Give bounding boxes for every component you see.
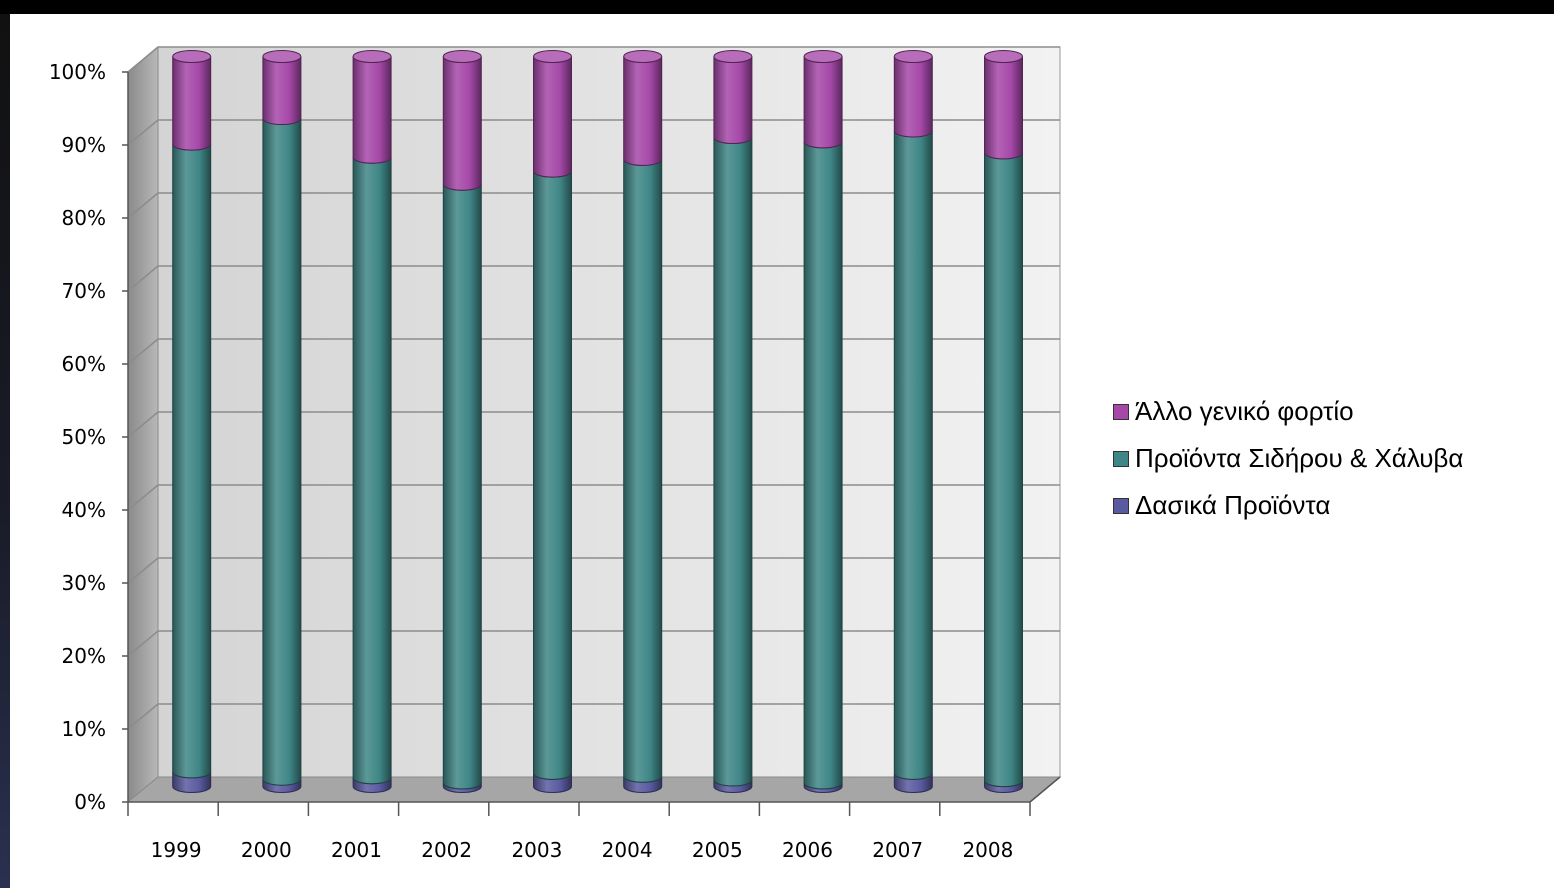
x-tick-label: 2004 [602,838,653,862]
legend-label: Δασικά Προϊόντα [1135,490,1331,520]
bar-segment-other-2008 [984,56,1023,160]
bars [172,50,1023,793]
bar-segment-iron-steel-2002 [442,184,482,790]
x-axis-end [1029,776,1061,803]
bar-segment-iron-steel-2000 [262,118,302,786]
x-tick-label: 2003 [511,838,562,862]
x-tick-label: 1999 [151,838,202,862]
y-tick-label: 40% [62,498,106,522]
bar-segment-other-2003 [533,56,572,178]
bar-stack-2002 [442,50,482,793]
y-tick-label: 60% [62,352,106,376]
bar-segment-other-2004 [623,56,663,166]
bar-segment-iron-steel-2007 [893,130,933,780]
bar-stack-2005 [713,50,753,793]
legend-swatch [1113,403,1129,420]
bar-segment-iron-steel-2005 [713,137,753,787]
x-tick-label: 2002 [421,838,472,862]
x-axis-tick-labels: 1999 2000 2001 2002 2003 2004 2005 2006 2007 2008 [151,838,1014,862]
legend-label: Άλλο γενικό φορτίο [1135,396,1354,426]
bar-segment-other-2002 [442,56,482,191]
bar-segment-other-2000 [262,56,302,126]
gridline-side [127,630,159,657]
gridline-side [127,703,159,730]
y-axis-tick-labels: 0% 10% 20% 30% 40% 50% 60% 70% 80% 90% 100% [49,60,106,814]
bar-top-cap [623,50,663,63]
legend-swatch [1113,450,1129,467]
bar-stack-2003 [533,50,572,793]
bar-segment-iron-steel-1999 [172,143,212,779]
bar-top-cap [352,50,392,63]
y-tick-label: 10% [62,717,106,741]
bar-stack-2000 [262,50,302,793]
gridline-side [127,46,159,73]
x-tick-label: 2006 [782,838,833,862]
bar-segment-other-2005 [713,56,753,145]
axes [122,71,1061,816]
y-tick-label: 90% [62,133,106,157]
bar-stack-2001 [352,50,392,793]
legend-label: Προϊόντα Σιδήρου & Χάλυβα [1135,443,1464,473]
gridline-side [127,411,159,438]
y-tick-label: 0% [74,790,106,814]
bar-top-cap [713,50,753,63]
bar-segment-iron-steel-2008 [984,152,1023,788]
bar-segment-other-1999 [172,56,212,151]
bar-stack-2007 [893,50,933,793]
x-tick-label: 2000 [241,838,292,862]
bar-segment-other-2007 [893,56,933,138]
gridline-side [127,192,159,219]
y-tick-label: 70% [62,279,106,303]
bar-top-cap [803,50,843,63]
bar-top-cap [262,50,302,63]
bar-stack-2004 [623,50,663,793]
x-tick-label: 2001 [331,838,382,862]
bar-segment-iron-steel-2004 [623,159,663,783]
bar-segment-other-2006 [803,56,843,149]
bar-top-cap [984,50,1023,63]
bar-stack-2006 [803,50,843,793]
gridline-side [127,265,159,292]
gridline-side [127,484,159,511]
legend: Άλλο γενικό φορτίο Προϊόντα Σιδήρου & Χά… [1113,388,1463,529]
x-tick-label: 2008 [962,838,1013,862]
bar-segment-iron-steel-2006 [803,141,843,790]
bar-stack-2008 [984,50,1023,793]
bar-segment-iron-steel-2003 [533,170,572,780]
bar-top-cap [172,50,212,63]
legend-item-other-cargo: Άλλο γενικό φορτίο [1113,388,1463,435]
left-edge-strip [0,14,10,888]
gridline-side [127,119,159,146]
bar-segment-other-2001 [352,56,392,164]
x-tick-label: 2007 [872,838,923,862]
bar-top-cap [442,50,482,63]
legend-swatch [1113,497,1129,514]
bar-top-cap [893,50,933,63]
y-tick-label: 30% [62,571,106,595]
legend-item-iron-steel: Προϊόντα Σιδήρου & Χάλυβα [1113,435,1463,482]
bar-top-cap [533,50,572,63]
x-tick-label: 2005 [692,838,743,862]
bar-segment-iron-steel-2001 [352,157,392,785]
gridline-side [127,557,159,584]
y-tick-label: 80% [62,206,106,230]
legend-item-forest-products: Δασικά Προϊόντα [1113,482,1463,529]
y-tick-label: 50% [62,425,106,449]
bar-stack-1999 [172,50,212,793]
y-tick-label: 20% [62,644,106,668]
gridline-side [127,338,159,365]
y-tick-label: 100% [49,60,106,84]
